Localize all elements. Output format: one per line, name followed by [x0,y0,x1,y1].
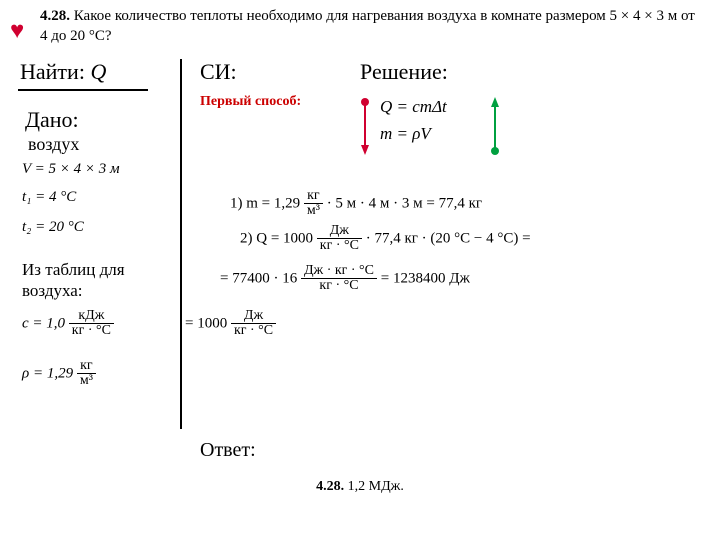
given-label: Дано: [25,107,79,133]
down-arrow-icon [360,97,370,157]
given-t2: t₂ = 20 °C [22,219,84,236]
given-volume: V = 5 × 4 × 3 м [22,161,120,178]
given-rho: ρ = 1,29 кг м³ [22,359,96,389]
problem-number: 4.28. [40,8,70,24]
problem-statement: 4.28. Какое количество теплоты необходим… [0,0,720,49]
find-label: Найти: [20,59,85,84]
solution-step3: = 77400 · 16 Дж · кг · °C кг · °C = 1238… [220,264,470,294]
si-label: СИ: [200,59,237,85]
work-area: Найти: Q Дано: воздух V = 5 × 4 × 3 м t₁… [0,49,720,509]
given-c: c = 1,0 кДж кг · °C [22,309,114,339]
up-arrow-icon [490,97,500,157]
find-underline [18,89,148,91]
vertical-separator [180,59,182,429]
formula-q: Q = cmΔt [380,97,447,117]
formula-m: m = ρV [380,124,431,144]
from-tables-label: Из таблиц для воздуха: [22,259,172,302]
solution-step1: 1) m = 1,29 кг м³ · 5 м · 4 м · 3 м = 77… [230,189,482,219]
given-t1: t₁ = 4 °C [22,189,76,206]
method-label: Первый способ: [200,94,301,110]
answer-key: 4.28. 1,2 МДж. [0,479,720,495]
find-block: Найти: Q [20,59,106,85]
si-c-conversion: = 1000 Дж кг · °C [185,309,276,339]
solution-step2: 2) Q = 1000 Дж кг · °C · 77,4 кг · (20 °… [240,224,531,254]
find-variable: Q [90,59,106,84]
answer-label: Ответ: [200,439,256,462]
given-substance: воздух [28,134,79,155]
problem-text: Какое количество теплоты необходимо для … [40,8,695,44]
solution-label: Решение: [360,59,448,85]
heart-icon: ♥ [10,18,24,45]
